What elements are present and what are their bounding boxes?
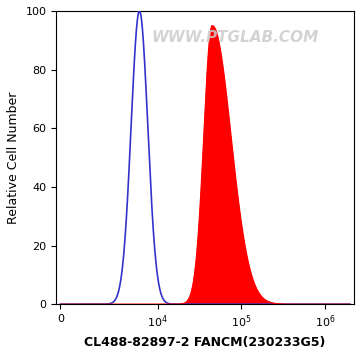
Y-axis label: Relative Cell Number: Relative Cell Number <box>7 91 20 224</box>
X-axis label: CL488-82897-2 FANCM(230233G5): CL488-82897-2 FANCM(230233G5) <box>84 336 326 349</box>
Text: WWW.PTGLAB.COM: WWW.PTGLAB.COM <box>151 30 318 45</box>
